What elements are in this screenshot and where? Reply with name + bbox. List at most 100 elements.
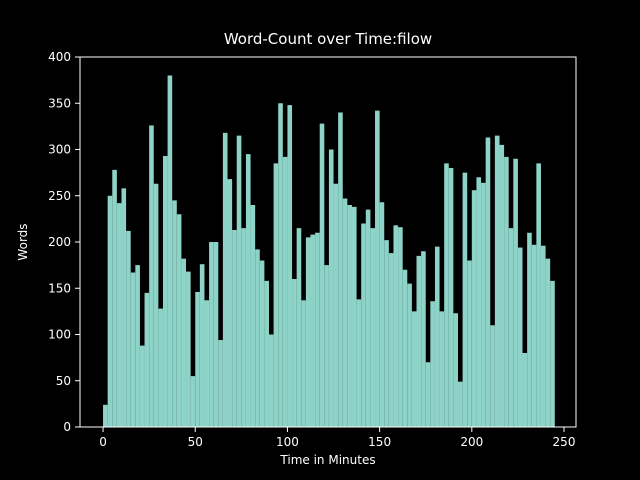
- bar: [190, 376, 196, 427]
- bar: [388, 253, 394, 427]
- bar: [536, 163, 541, 427]
- bar: [481, 182, 486, 427]
- bar: [517, 247, 523, 427]
- x-tick-label: 250: [553, 435, 576, 449]
- bar: [347, 205, 352, 427]
- bar: [250, 205, 256, 427]
- bar: [504, 156, 509, 427]
- bars-group: [103, 75, 555, 428]
- bar: [315, 232, 320, 427]
- bar: [499, 144, 505, 427]
- bar: [282, 156, 288, 427]
- bar: [227, 179, 233, 427]
- x-axis-ticks: 0 50 100 150 200 250: [99, 427, 575, 449]
- bar: [153, 183, 159, 427]
- bar: [457, 381, 463, 427]
- bar: [513, 158, 518, 427]
- y-tick-label: 100: [48, 328, 71, 342]
- bar: [158, 308, 163, 427]
- bar: [453, 313, 458, 427]
- bar: [384, 240, 389, 427]
- bar: [213, 242, 219, 427]
- x-tick-label: 100: [276, 435, 299, 449]
- bar: [296, 228, 302, 427]
- bar: [490, 325, 495, 427]
- bar: [162, 155, 168, 427]
- bar: [402, 269, 408, 427]
- bar: [292, 279, 297, 427]
- bar: [430, 301, 435, 427]
- bar: [126, 230, 131, 427]
- bar: [103, 404, 108, 427]
- y-tick-label: 200: [48, 235, 71, 249]
- bar: [135, 265, 140, 427]
- bar: [393, 225, 399, 427]
- bar: [467, 260, 472, 427]
- bar: [370, 228, 376, 427]
- bar: [425, 362, 431, 427]
- bar: [232, 229, 237, 427]
- bar: [444, 163, 449, 427]
- x-tick-label: 200: [460, 435, 483, 449]
- bar: [186, 271, 191, 427]
- y-tick-label: 0: [63, 420, 71, 434]
- bar: [485, 137, 491, 427]
- bar: [172, 200, 177, 427]
- bar: [545, 258, 551, 427]
- bar: [301, 300, 306, 427]
- bar: [434, 246, 440, 427]
- bar: [531, 244, 537, 427]
- bar: [522, 353, 528, 427]
- bar: [204, 300, 210, 427]
- bar: [550, 280, 555, 427]
- bar: [333, 183, 339, 427]
- bar: [342, 198, 348, 427]
- y-tick-label: 300: [48, 143, 71, 157]
- y-tick-label: 150: [48, 281, 71, 295]
- bar: [287, 105, 293, 427]
- bar: [375, 110, 380, 428]
- bar: [144, 292, 150, 427]
- bar: [421, 251, 426, 427]
- bar: [527, 232, 532, 427]
- bar: [222, 132, 228, 427]
- bar: [540, 245, 546, 427]
- bar: [255, 249, 260, 427]
- bar: [268, 334, 274, 427]
- bar: [411, 311, 417, 427]
- bar: [379, 202, 385, 427]
- bar: [264, 280, 269, 427]
- bar: [130, 272, 136, 427]
- bar: [508, 228, 514, 427]
- y-tick-label: 400: [48, 50, 71, 64]
- chart-title: Word-Count over Time:filow: [224, 30, 432, 48]
- y-tick-label: 250: [48, 189, 71, 203]
- x-tick-label: 50: [188, 435, 203, 449]
- bar: [167, 75, 173, 427]
- bar: [471, 190, 477, 427]
- bar: [407, 283, 412, 427]
- bar: [245, 154, 251, 427]
- x-axis-label: Time in Minutes: [279, 453, 375, 467]
- bar: [328, 149, 334, 427]
- bar: [361, 223, 366, 427]
- y-tick-label: 50: [56, 374, 71, 388]
- bar: [139, 345, 145, 427]
- bar: [121, 188, 127, 427]
- bar: [462, 172, 468, 427]
- y-tick-label: 350: [48, 96, 71, 110]
- bar: [181, 258, 187, 427]
- bar: [236, 135, 242, 427]
- bar: [494, 135, 500, 427]
- bar: [218, 340, 223, 427]
- bar: [448, 168, 454, 427]
- bar: [278, 103, 283, 427]
- bar: [149, 125, 154, 427]
- bar: [116, 203, 122, 427]
- y-axis-ticks: 0 50 100 150 200 250 300 350 400: [48, 50, 80, 434]
- x-tick-label: 150: [368, 435, 391, 449]
- bar: [439, 311, 445, 427]
- bar: [273, 163, 279, 427]
